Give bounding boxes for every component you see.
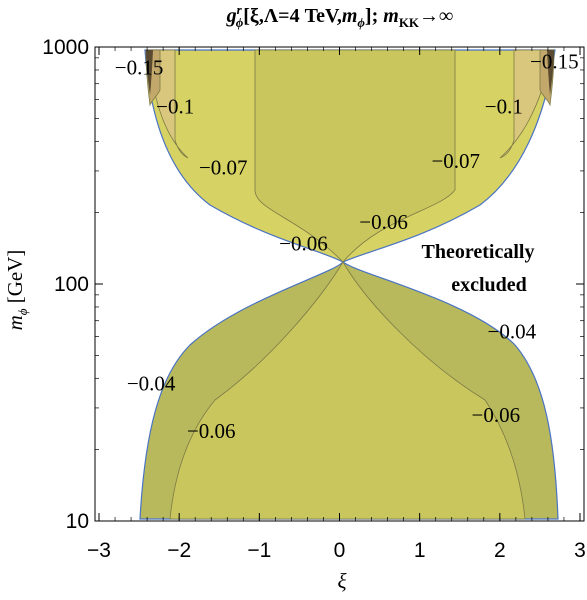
contour-label: −0.06	[187, 419, 236, 443]
contour-label: −0.1	[485, 95, 523, 119]
y-tick-label: 100	[54, 273, 89, 296]
x-tick-label: −1	[247, 539, 271, 562]
upper-right-edge	[547, 50, 554, 95]
x-tick-label: 3	[574, 539, 586, 562]
contour-label: −0.15	[115, 55, 164, 79]
contour-labels: −0.15 −0.15 −0.1 −0.1 −0.07 −0.07 −0.06 −0.06 −0…	[115, 49, 579, 443]
x-axis-ticks: −3 −2 −1 0 1 2 3	[87, 47, 586, 562]
contour-label: −0.07	[199, 156, 248, 180]
chart-title: gr ϕ[ξ,Λ=4 TeV,mϕ]; mKK→∞	[226, 2, 454, 30]
x-tick-label: 0	[334, 539, 346, 562]
y-axis-ticks: 10 100 1000	[42, 36, 584, 533]
x-axis-title: ξ	[338, 569, 347, 593]
contour-label: −0.06	[359, 210, 408, 234]
region-label-line-1: Theoretically	[422, 241, 535, 263]
lower-central-band	[169, 261, 526, 520]
upper-left-edge	[146, 50, 153, 95]
region-label-line-2: excluded	[451, 274, 527, 296]
x-tick-label: 1	[414, 539, 426, 562]
contour-label: −0.15	[530, 49, 579, 73]
x-tick-label: −3	[87, 539, 111, 562]
y-tick-label: 10	[66, 510, 89, 533]
contour-label: −0.07	[431, 149, 480, 173]
y-tick-label: 1000	[42, 36, 89, 59]
y-axis-title: mϕ [GeV]	[3, 250, 30, 331]
contour-label: −0.04	[488, 320, 537, 344]
x-tick-label: −2	[167, 539, 191, 562]
contour-label: −0.04	[127, 372, 176, 396]
contour-label: −0.06	[472, 403, 521, 427]
contour-label: −0.1	[156, 95, 194, 119]
contour-label: −0.06	[279, 232, 328, 256]
contour-regions	[139, 49, 559, 520]
x-tick-label: 2	[494, 539, 506, 562]
